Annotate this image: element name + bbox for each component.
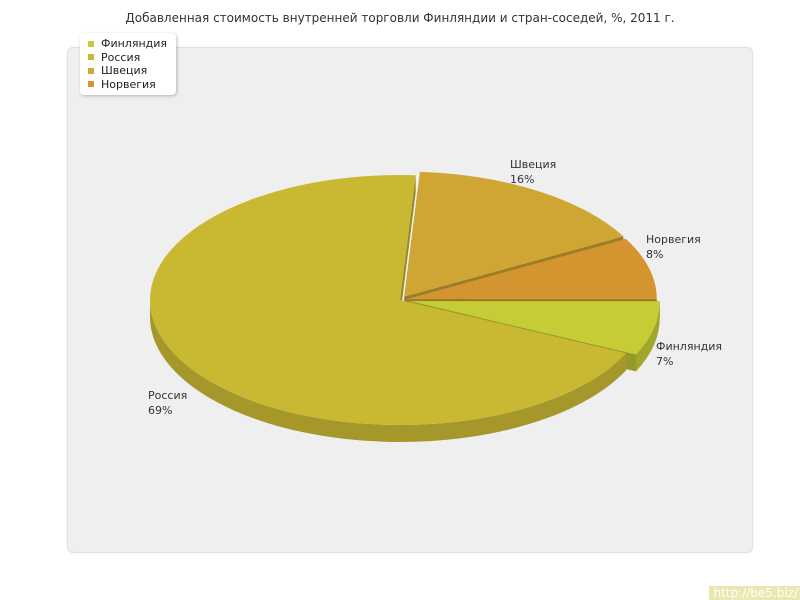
pie-slice-1[interactable] [150, 175, 627, 425]
slice-label-name: Швеция [510, 158, 556, 171]
legend: Финляндия Россия Швеция Норвегия [80, 33, 176, 95]
slice-label-value: 7% [656, 355, 673, 368]
legend-item-sweden[interactable]: Швеция [80, 64, 176, 78]
pie-slice-3[interactable] [406, 238, 657, 300]
legend-swatch-russia [88, 54, 94, 61]
legend-label-finland: Финляндия [101, 37, 168, 51]
slice-label-name: Россия [148, 389, 187, 402]
slice-label-value: 69% [148, 404, 172, 417]
pie-slice-edge [400, 175, 416, 317]
footer-link[interactable]: http://be5.biz/ [709, 586, 800, 600]
legend-swatch-finland [88, 40, 94, 47]
slice-label-value: 8% [646, 248, 663, 261]
slice-label-name: Норвегия [646, 233, 701, 246]
pie-slice-0[interactable] [409, 301, 660, 355]
pie-slice-side [635, 301, 660, 372]
pie-slice-side [150, 300, 627, 442]
pie-slice-2[interactable] [404, 171, 624, 297]
legend-label-sweden: Швеция [101, 64, 148, 78]
legend-label-norway: Норвегия [101, 77, 156, 91]
legend-swatch-sweden [88, 67, 94, 74]
legend-swatch-norway [88, 81, 94, 88]
slice-label-value: 16% [510, 173, 534, 186]
legend-item-norway[interactable]: Норвегия [80, 78, 176, 92]
slice-label-name: Финляндия [656, 340, 722, 353]
legend-item-russia[interactable]: Россия [80, 51, 176, 65]
legend-label-russia: Россия [101, 50, 141, 64]
chart-title: Добавленная стоимость внутренней торговл… [125, 11, 675, 25]
legend-item-finland[interactable]: Финляндия [80, 37, 176, 51]
